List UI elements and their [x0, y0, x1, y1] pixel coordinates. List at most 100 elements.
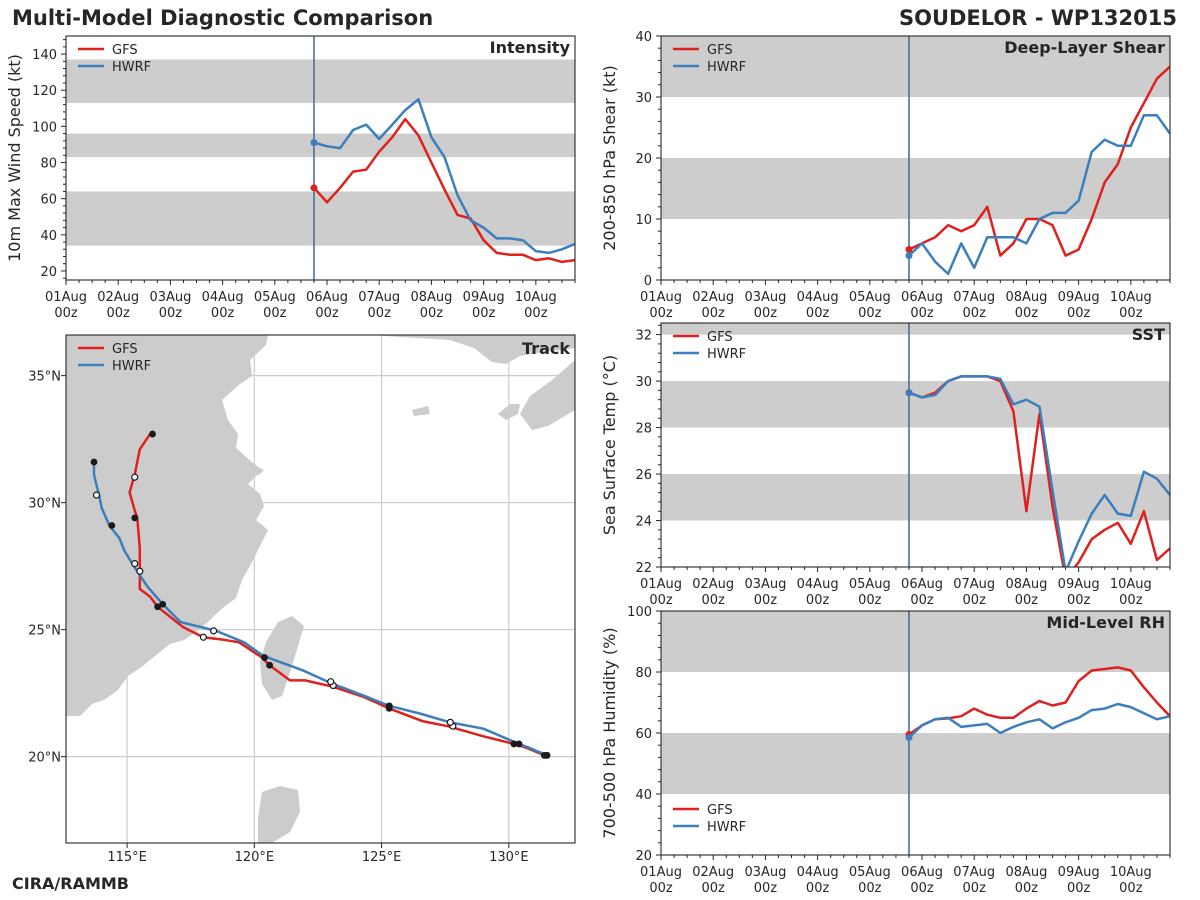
shear-xtick-label-date: 01Aug [640, 290, 682, 305]
intensity-xtick-label-hour: 00z [368, 306, 392, 321]
track-hwrf-daily-marker [108, 522, 116, 529]
shear-title: Deep-Layer Shear [1004, 38, 1165, 57]
shear-xtick-label-date: 07Aug [953, 290, 995, 305]
track-hwrf-12h-marker [327, 678, 335, 686]
intensity-series-gfs-start-point [310, 184, 318, 192]
intensity-xtick-label-hour: 00z [315, 306, 339, 321]
rh-xtick-label-date: 10Aug [1110, 865, 1152, 880]
shear-xtick-label-date: 06Aug [901, 290, 943, 305]
intensity-series-gfs-line [313, 117, 575, 264]
intensity-series-hwrf-start-point [310, 139, 318, 147]
track-hwrf-12h-marker [210, 627, 218, 635]
rh-ytick-label: 100 [627, 605, 652, 620]
track-lat-label: 30°N [28, 497, 61, 512]
shear-panel: 01020304001Aug00z02Aug00z03Aug00z04Aug00… [600, 30, 1171, 321]
track-lat-label: 25°N [28, 624, 61, 639]
sst-ytick-label: 24 [635, 515, 652, 530]
shear-xtick-label-date: 05Aug [849, 290, 891, 305]
sst-xtick-label-date: 03Aug [744, 577, 786, 592]
track-gfs-line [128, 432, 545, 757]
shear-ytick-label: 0 [644, 274, 652, 289]
intensity-xtick-label-date: 01Aug [45, 290, 87, 305]
intensity-ytick-label: 140 [32, 48, 57, 63]
shear-legend-gfs-label: GFS [707, 43, 733, 58]
rh-panel: 2040608010001Aug00z02Aug00z03Aug00z04Aug… [600, 605, 1171, 896]
rh-xtick-label-hour: 00z [910, 881, 934, 896]
shear-ylabel: 200-850 hPa Shear (kt) [600, 65, 619, 251]
rh-xtick-label-hour: 00z [1119, 881, 1143, 896]
track-hwrf-daily-marker [159, 600, 167, 608]
intensity-title: Intensity [490, 38, 571, 57]
sst-xtick-label-date: 06Aug [901, 577, 943, 592]
rh-band-1 [661, 611, 1170, 672]
shear-xtick-label-date: 02Aug [692, 290, 734, 305]
track-hwrf-line [92, 462, 548, 757]
intensity-ytick-label: 80 [40, 157, 57, 172]
sst-xtick-label-hour: 00z [1067, 593, 1091, 608]
korea-region-shape [370, 335, 575, 364]
intensity-xtick-label-date: 05Aug [254, 290, 296, 305]
rh-series-hwrf-start-point [905, 734, 913, 742]
sst-xtick-label-hour: 00z [649, 593, 673, 608]
sst-series-hwrf-start-point [905, 389, 913, 397]
track-hwrf-12h-marker [92, 491, 101, 499]
track-hwrf-12h-marker [446, 718, 454, 726]
rh-xtick-label-date: 08Aug [1005, 865, 1047, 880]
intensity-legend-hwrf-label: HWRF [112, 60, 151, 75]
hainan-shape [258, 786, 300, 843]
intensity-legend-gfs-label: GFS [112, 43, 138, 58]
intensity-xtick-label-hour: 00z [472, 306, 496, 321]
sst-xtick-label-hour: 00z [754, 593, 778, 608]
rh-xtick-label-hour: 00z [1067, 881, 1091, 896]
track-lat-label: 35°N [28, 370, 61, 385]
figure-title: Multi-Model Diagnostic Comparison [12, 6, 433, 30]
track-hwrf-daily-marker [515, 740, 523, 748]
rh-legend-hwrf-label: HWRF [707, 820, 746, 835]
intensity-ytick-label: 100 [32, 120, 57, 135]
intensity-xtick-label-hour: 00z [263, 306, 287, 321]
shear-ytick-label: 30 [635, 91, 652, 106]
shear-ytick-label: 10 [635, 213, 652, 228]
shear-series-gfs-start-point [905, 246, 913, 253]
rh-ytick-label: 60 [635, 727, 652, 742]
sst-title: SST [1132, 325, 1165, 344]
shear-xtick-label-hour: 00z [649, 306, 673, 321]
kyushu-shape [520, 360, 575, 430]
shear-xtick-label-date: 04Aug [797, 290, 839, 305]
track-gfs-12h-marker [199, 633, 208, 641]
rh-xtick-label-hour: 00z [649, 881, 673, 896]
rh-xtick-label-hour: 00z [858, 881, 882, 896]
track-hwrf-daily-marker [543, 751, 551, 759]
sst-ytick-label: 22 [635, 561, 652, 576]
sst-xtick-label-hour: 00z [1015, 593, 1039, 608]
shear-xtick-label-date: 10Aug [1110, 290, 1152, 305]
rh-xtick-label-date: 05Aug [849, 865, 891, 880]
rh-title: Mid-Level RH [1046, 613, 1165, 632]
shear-xtick-label-hour: 00z [910, 306, 934, 321]
rh-ytick-label: 80 [635, 666, 652, 681]
track-gfs-12h-marker [131, 473, 139, 481]
rh-xtick-label-date: 06Aug [901, 865, 943, 880]
sst-xtick-label-date: 02Aug [692, 577, 734, 592]
rh-xtick-label-date: 03Aug [744, 865, 786, 880]
rh-xtick-label-date: 02Aug [692, 865, 734, 880]
shear-ytick-label: 20 [635, 152, 652, 167]
intensity-xtick-label-hour: 00z [159, 306, 183, 321]
track-gfs-daily-marker [266, 661, 273, 669]
intensity-band-0 [66, 191, 575, 246]
intensity-xtick-label-hour: 00z [211, 306, 235, 321]
track-lon-label: 115°E [107, 850, 147, 865]
rh-series-gfs-line [908, 666, 1170, 736]
rh-xtick-label-date: 07Aug [953, 865, 995, 880]
intensity-xtick-label-date: 08Aug [410, 290, 452, 305]
rh-series-hwrf-line [908, 702, 1170, 739]
rh-xtick-label-hour: 00z [963, 881, 987, 896]
sst-xtick-label-hour: 00z [910, 593, 934, 608]
sst-xtick-label-hour: 00z [858, 593, 882, 608]
credit-label: CIRA/RAMMB [12, 874, 129, 893]
rh-xtick-label-hour: 00z [1015, 881, 1039, 896]
sst-xtick-label-date: 01Aug [640, 577, 682, 592]
shear-xtick-label-hour: 00z [1119, 306, 1143, 321]
sst-xtick-label-date: 05Aug [849, 577, 891, 592]
shear-xtick-label-hour: 00z [806, 306, 830, 321]
